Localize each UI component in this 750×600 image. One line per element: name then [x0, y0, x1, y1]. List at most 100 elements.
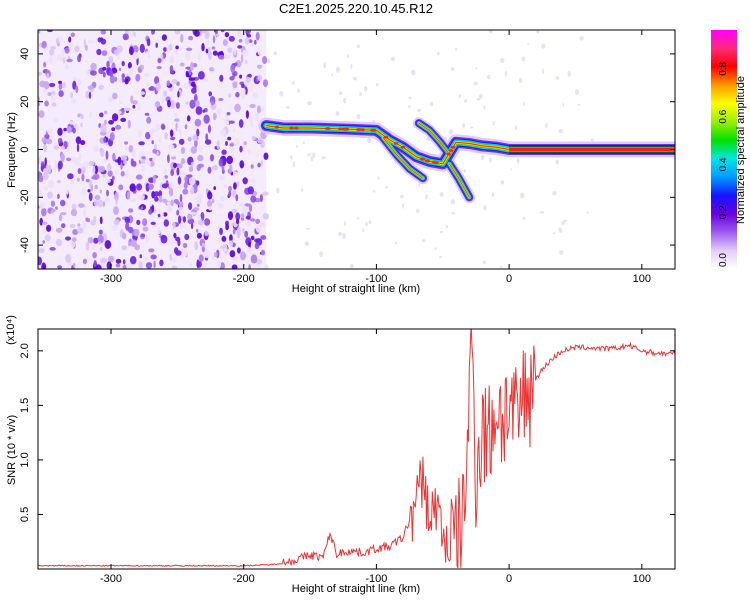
- noise-blob: [200, 30, 207, 34]
- colorbar-ticks: 0.0 0.2 0.4 0.6 0.8: [718, 61, 729, 267]
- noise-blob: [94, 184, 98, 190]
- noise-blob: [201, 246, 205, 253]
- faint-speckle: [559, 250, 564, 255]
- noise-blob: [237, 247, 241, 254]
- noise-blob: [42, 227, 47, 235]
- noise-blob: [223, 248, 229, 257]
- noise-blob: [62, 81, 66, 89]
- faint-speckle: [522, 216, 526, 220]
- noise-blob: [47, 92, 53, 97]
- ridge-peak: [360, 128, 365, 132]
- spectrogram-x-axis: -300 -200 -100 0 100: [100, 30, 651, 285]
- noise-blob: [82, 258, 87, 265]
- noise-blob: [171, 156, 177, 160]
- colorbar-tick-label: 0.8: [718, 61, 729, 75]
- faint-speckle: [500, 180, 505, 185]
- noise-blob: [152, 148, 158, 154]
- noise-blob: [176, 209, 180, 216]
- noise-blob: [128, 242, 132, 247]
- noise-blob: [49, 247, 56, 251]
- noise-blob: [200, 67, 204, 73]
- noise-blob: [148, 248, 155, 253]
- faint-speckle: [367, 137, 372, 144]
- snr-y-scale-label: (x10⁴): [5, 315, 17, 345]
- ridge-peak: [356, 128, 361, 131]
- snr-panel: -300 -200 -100 0 100 0.5 1.0 1.5 2.0 (x10⁴) Hei…: [5, 315, 676, 595]
- noise-blob: [173, 112, 178, 118]
- noise-blob: [169, 181, 174, 190]
- noise-blob: [50, 46, 56, 50]
- noise-blob: [46, 73, 50, 79]
- noise-blob: [180, 33, 184, 43]
- faint-speckle: [542, 68, 545, 75]
- spectrogram-y-tick-label: -20: [19, 189, 31, 205]
- noise-blob: [170, 199, 174, 207]
- noise-blob: [163, 47, 167, 52]
- noise-blob: [99, 112, 104, 118]
- noise-blob: [139, 254, 143, 259]
- noise-blob: [60, 146, 65, 150]
- faint-speckle: [536, 30, 540, 34]
- noise-blob: [92, 166, 96, 174]
- noise-blob: [137, 129, 143, 138]
- noise-blob: [227, 136, 232, 141]
- faint-speckle: [463, 169, 466, 173]
- noise-blob: [43, 186, 49, 191]
- noise-blob: [254, 242, 260, 250]
- noise-blob: [42, 240, 45, 244]
- noise-blob: [178, 215, 182, 225]
- noise-blob: [139, 43, 145, 54]
- noise-blob: [240, 54, 244, 63]
- noise-blob: [82, 219, 87, 229]
- noise-blob: [237, 30, 243, 38]
- noise-blob: [186, 115, 191, 122]
- noise-blob: [244, 37, 250, 45]
- faint-speckle: [365, 222, 368, 227]
- noise-blob: [90, 220, 96, 226]
- noise-blob: [57, 137, 63, 144]
- noise-blob: [120, 117, 127, 122]
- faint-speckle: [305, 227, 311, 230]
- noise-blob: [43, 81, 50, 90]
- noise-blob: [264, 264, 269, 269]
- noise-blob: [111, 113, 119, 122]
- noise-blob: [149, 200, 153, 207]
- noise-blob: [228, 190, 232, 198]
- noise-blob: [109, 132, 115, 142]
- noise-blob: [188, 68, 192, 76]
- faint-speckle: [307, 153, 312, 156]
- noise-blob: [161, 124, 166, 130]
- noise-blob: [122, 232, 127, 240]
- faint-speckle: [527, 42, 529, 45]
- noise-blob: [255, 224, 262, 233]
- noise-blob: [198, 53, 201, 62]
- noise-blob: [135, 73, 141, 82]
- faint-speckle: [350, 63, 353, 70]
- noise-blob: [129, 67, 133, 76]
- noise-blob: [48, 82, 56, 88]
- noise-blob: [188, 202, 193, 211]
- noise-blob: [209, 67, 215, 72]
- noise-blob: [89, 110, 92, 119]
- spectrogram-x-tick-label: 0: [506, 273, 512, 285]
- noise-blob: [156, 66, 162, 70]
- noise-blob: [43, 144, 48, 153]
- noise-blob: [75, 124, 80, 132]
- noise-blob: [100, 30, 107, 35]
- faint-speckle: [561, 221, 566, 225]
- faint-speckle: [439, 255, 442, 259]
- noise-blob: [58, 90, 64, 97]
- noise-blob: [196, 128, 200, 137]
- noise-blob: [203, 218, 211, 226]
- noise-blob: [208, 206, 213, 211]
- faint-speckle: [297, 88, 301, 93]
- noise-blob: [53, 117, 59, 123]
- noise-blob: [167, 154, 170, 163]
- faint-speckle: [302, 141, 306, 144]
- noise-blob: [127, 62, 132, 69]
- noise-blob: [259, 220, 266, 227]
- faint-speckle: [558, 128, 563, 134]
- noise-blob: [53, 145, 60, 150]
- noise-blob: [85, 217, 89, 222]
- noise-blob: [210, 100, 215, 106]
